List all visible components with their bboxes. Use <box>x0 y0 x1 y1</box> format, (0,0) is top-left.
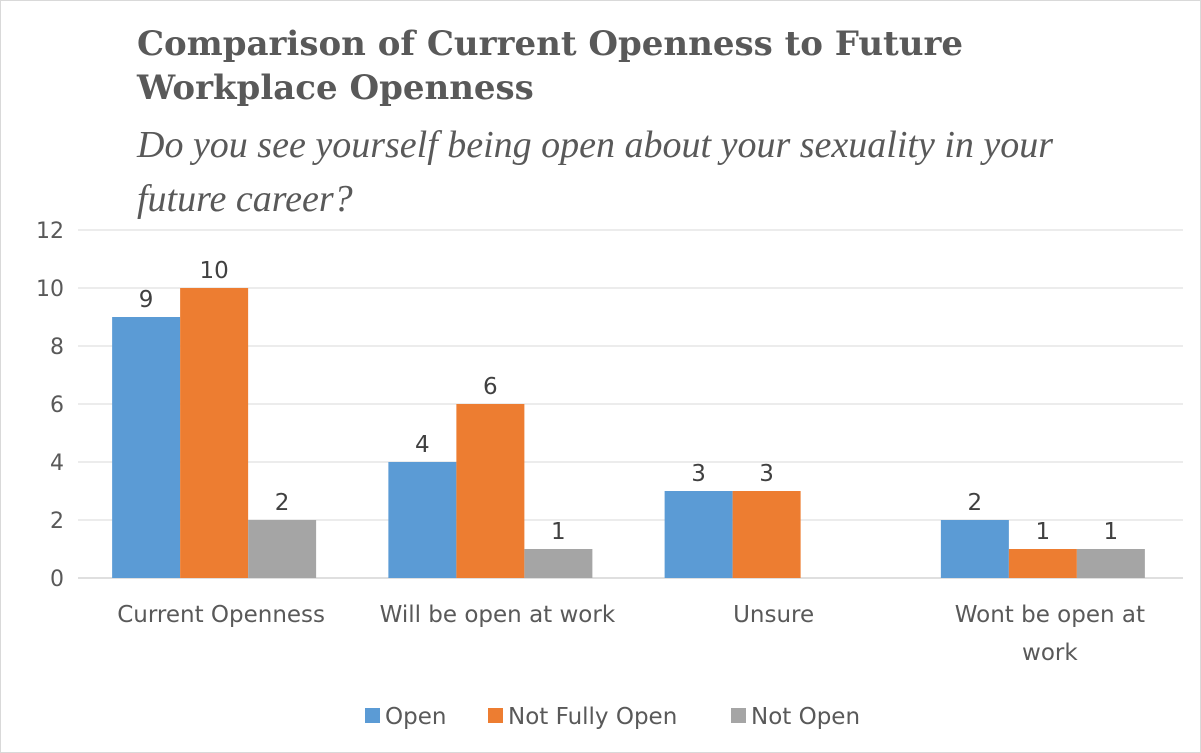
bar-open <box>388 462 457 578</box>
data-label: 4 <box>415 432 430 458</box>
bar-not-open <box>1076 549 1145 578</box>
data-label: 10 <box>199 258 228 284</box>
legend-label: Not Fully Open <box>508 704 677 730</box>
y-tick-label: 0 <box>50 567 64 592</box>
data-label: 2 <box>968 490 983 516</box>
data-label: 2 <box>275 490 290 516</box>
data-label: 9 <box>139 287 154 313</box>
legend-label: Open <box>385 704 446 730</box>
y-tick-label: 2 <box>50 509 64 534</box>
bar-not-open <box>248 520 317 578</box>
category-label: Current Openness <box>117 602 325 628</box>
y-tick-label: 6 <box>50 393 64 418</box>
bar-not-fully-open <box>456 404 525 578</box>
y-tick-label: 4 <box>50 451 64 476</box>
bar-open <box>940 520 1009 578</box>
bar-open <box>112 317 181 578</box>
bar-not-fully-open <box>180 288 249 578</box>
data-label: 1 <box>551 519 566 545</box>
bar-not-open <box>524 549 593 578</box>
category-label: Will be open at work <box>380 602 616 628</box>
chart-title: Comparison of Current Openness to Future… <box>137 24 964 108</box>
category-label: Unsure <box>733 602 814 628</box>
bar-not-fully-open <box>732 491 801 578</box>
chart-subtitle: Do you see yourself being open about you… <box>137 124 1054 220</box>
bar-not-fully-open <box>1008 549 1077 578</box>
y-tick-label: 8 <box>50 335 64 360</box>
legend-label: Not Open <box>751 704 860 730</box>
legend-swatch <box>365 708 380 723</box>
data-label: 3 <box>691 461 706 487</box>
y-tick-label: 12 <box>36 219 64 244</box>
data-label: 1 <box>1036 519 1051 545</box>
y-tick-label: 10 <box>36 277 64 302</box>
category-label: Wont be open at <box>955 602 1145 628</box>
data-label: 1 <box>1104 519 1119 545</box>
legend-swatch <box>488 708 503 723</box>
legend-swatch <box>731 708 746 723</box>
data-label: 3 <box>759 461 774 487</box>
data-label: 6 <box>483 374 498 400</box>
category-label: work <box>1022 640 1078 666</box>
bar-open <box>664 491 733 578</box>
